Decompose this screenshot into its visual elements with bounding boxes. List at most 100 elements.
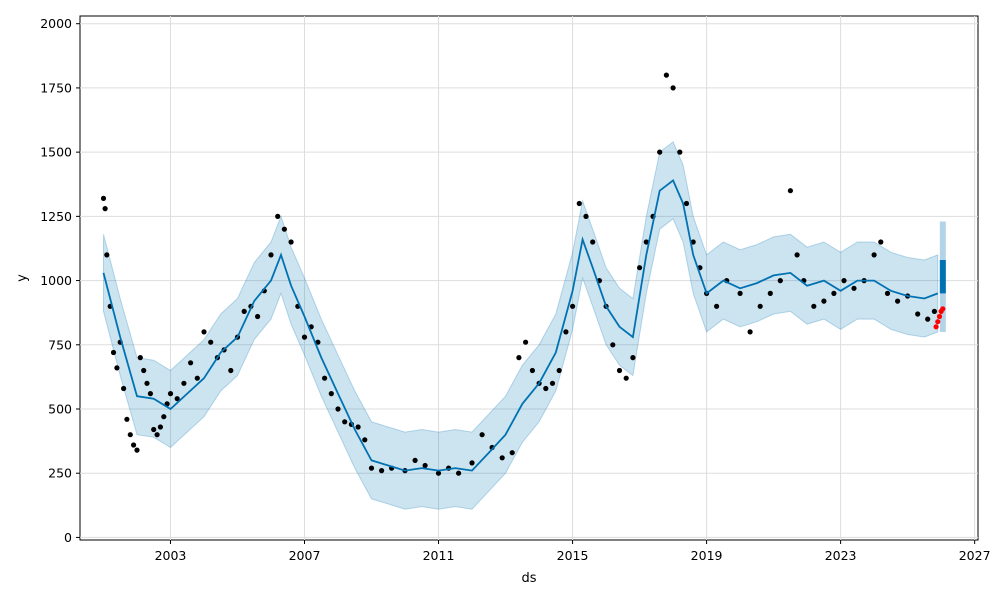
highlight-point [936, 313, 943, 320]
grid [80, 16, 978, 540]
observed-point [543, 385, 549, 392]
observed-point [288, 239, 294, 245]
observed-point [167, 391, 174, 397]
observed-point [690, 239, 696, 245]
observed-point [509, 450, 515, 456]
observed-point [757, 303, 763, 309]
observed-point [241, 308, 247, 314]
observed-point [516, 355, 522, 361]
observed-point [342, 419, 348, 425]
observed-point [208, 339, 214, 345]
y-axis-label: y [15, 274, 30, 282]
observed-point [576, 200, 582, 207]
observed-point [154, 432, 160, 438]
observed-point [368, 465, 375, 471]
observed-point [335, 406, 341, 412]
x-tick-label: 2007 [289, 548, 321, 563]
uncertainty-band [103, 141, 939, 510]
y-tick-label: 2000 [40, 16, 72, 31]
observed-point [529, 367, 536, 374]
future-forecast-layer [939, 221, 946, 332]
y-tick-label: 1750 [40, 80, 72, 95]
observed-point [821, 298, 827, 304]
observed-point [127, 432, 133, 438]
observed-points-layer [100, 72, 938, 476]
observed-point [322, 375, 328, 381]
observed-point [583, 213, 589, 219]
observed-point [102, 206, 108, 212]
observed-point [456, 470, 462, 476]
observed-point [268, 252, 274, 258]
x-tick-label: 2003 [155, 548, 187, 563]
observed-point [871, 252, 877, 258]
observed-point [570, 303, 576, 309]
observed-point [811, 303, 817, 309]
observed-point [301, 334, 308, 340]
forecast-line [102, 178, 939, 472]
observed-point [915, 311, 921, 317]
observed-point [777, 278, 783, 284]
observed-point [379, 468, 385, 474]
y-tick-label: 0 [64, 530, 72, 545]
observed-point [147, 391, 153, 397]
observed-point [663, 72, 670, 78]
x-tick-label: 2023 [825, 548, 857, 563]
y-axis: 0 250 500 750 1000 1250 1500 1750 2000 [40, 16, 80, 545]
observed-point [151, 426, 157, 433]
observed-point [124, 416, 130, 422]
highlight-point [940, 306, 946, 312]
observed-point [355, 424, 361, 430]
highlight-points-layer [933, 306, 946, 330]
highlight-point [935, 319, 941, 325]
observed-point [137, 355, 143, 361]
x-tick-label: 2015 [557, 548, 589, 563]
y-tick-label: 1000 [40, 273, 72, 288]
observed-point [275, 213, 281, 219]
observed-point [630, 355, 636, 361]
observed-point [110, 349, 117, 356]
observed-point [422, 462, 428, 469]
observed-point [141, 367, 147, 374]
observed-point [616, 367, 623, 374]
observed-point [362, 437, 368, 443]
observed-point [683, 200, 690, 207]
observed-point [841, 278, 847, 284]
y-tick-label: 1500 [40, 145, 72, 160]
observed-point [895, 298, 901, 304]
observed-point [201, 329, 207, 335]
x-tick-label: 2027 [959, 548, 991, 563]
observed-point [831, 290, 837, 296]
observed-point [157, 424, 163, 430]
observed-point [794, 252, 800, 258]
observed-point [747, 329, 753, 335]
observed-point [851, 285, 857, 291]
observed-point [610, 342, 616, 348]
uncertainty-band-layer [103, 141, 939, 510]
observed-point [767, 290, 773, 296]
observed-point [469, 460, 475, 466]
y-tick-label: 250 [48, 466, 72, 481]
x-tick-label: 2019 [691, 548, 723, 563]
observed-point [114, 365, 120, 371]
observed-point [281, 226, 287, 232]
observed-point [878, 239, 884, 245]
observed-point [144, 380, 150, 386]
observed-point [315, 339, 321, 345]
observed-point [556, 367, 562, 374]
observed-point [161, 414, 167, 420]
future-forecast-bar [939, 260, 946, 294]
observed-point [563, 329, 569, 335]
observed-point [670, 85, 676, 91]
observed-point [787, 188, 794, 194]
observed-point [188, 360, 194, 366]
observed-point [623, 375, 629, 381]
y-tick-label: 750 [48, 337, 72, 352]
y-tick-label: 500 [48, 402, 72, 417]
observed-point [523, 339, 529, 345]
observed-point [174, 396, 180, 402]
y-tick-label: 1250 [40, 209, 72, 224]
observed-point [549, 380, 556, 386]
observed-point [643, 239, 649, 245]
observed-point [228, 367, 234, 374]
